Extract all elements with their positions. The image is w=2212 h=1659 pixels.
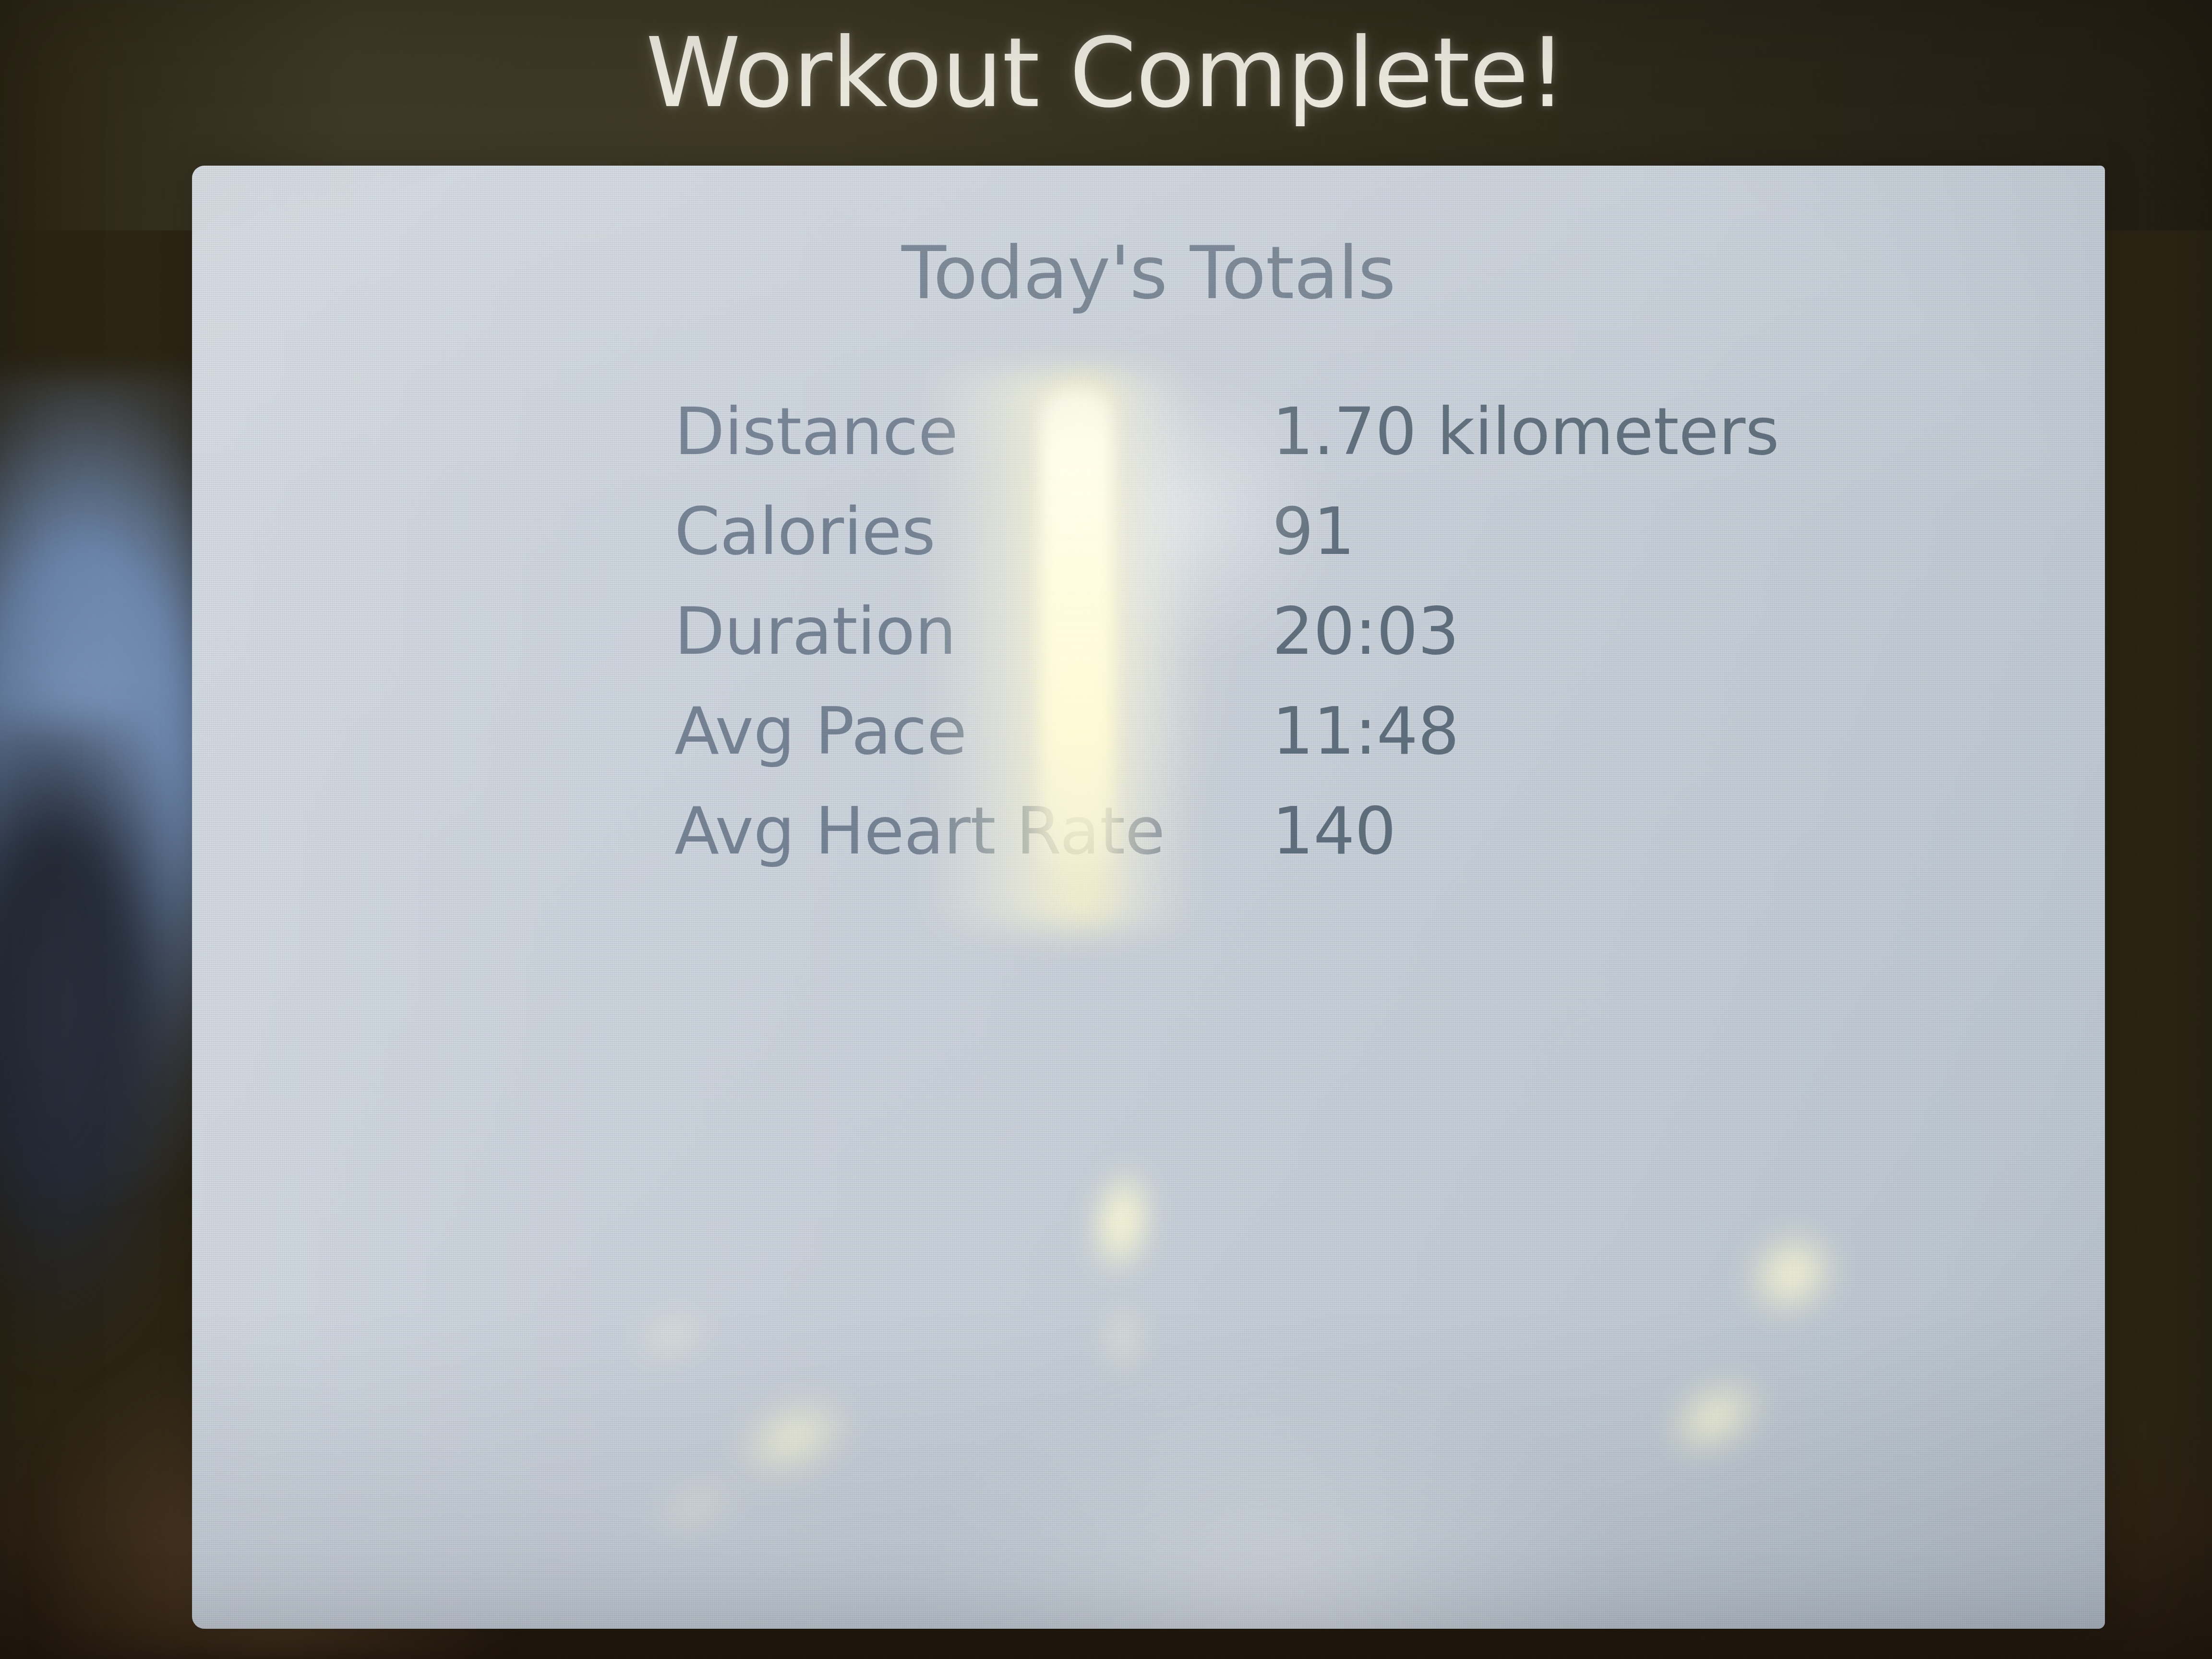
stat-label: Calories	[674, 493, 1272, 569]
titlebar: Workout Complete!	[0, 0, 2212, 158]
stat-value: 11:48	[1272, 693, 1459, 769]
glare-blob-faint-left	[622, 1296, 727, 1379]
screen-bloom	[912, 1342, 1632, 1629]
glare-blob-lower-left	[1094, 1298, 1152, 1390]
lcd-pixel-grid	[192, 166, 2105, 1629]
panel-vignette	[192, 166, 2105, 1629]
glare-blob-faint-bottom	[636, 1459, 761, 1556]
glare-blob-mid-left	[723, 1372, 879, 1501]
glare-blob-upper-right	[1725, 1204, 1871, 1345]
screen-photo: Workout Complete! Today's Totals Distanc…	[0, 0, 2212, 1659]
stat-row-avg-heart-rate: Avg Heart Rate 140	[674, 793, 1779, 893]
card-heading: Today's Totals	[192, 230, 2105, 315]
stat-value: 91	[1272, 493, 1355, 569]
stat-row-duration: Duration 20:03	[674, 593, 1779, 693]
stat-label: Duration	[674, 593, 1272, 669]
page-title: Workout Complete!	[646, 17, 1566, 129]
stats-table: Distance 1.70 kilometers Calories 91 Dur…	[674, 394, 1779, 893]
glare-blob-upper-left	[1074, 1162, 1168, 1296]
stat-row-avg-pace: Avg Pace 11:48	[674, 693, 1779, 793]
stat-value: 1.70 kilometers	[1272, 394, 1779, 469]
stat-row-distance: Distance 1.70 kilometers	[674, 394, 1779, 493]
panel-sheen	[192, 166, 2105, 1629]
glare-blob-mid-right	[1650, 1346, 1796, 1479]
stat-row-calories: Calories 91	[674, 493, 1779, 593]
stat-label: Avg Pace	[674, 693, 1272, 769]
stat-value: 140	[1272, 793, 1396, 869]
stat-label: Avg Heart Rate	[674, 793, 1272, 869]
stat-value: 20:03	[1272, 593, 1459, 669]
stat-label: Distance	[674, 394, 1272, 469]
workout-summary-card: Today's Totals Distance 1.70 kilometers …	[192, 166, 2105, 1629]
